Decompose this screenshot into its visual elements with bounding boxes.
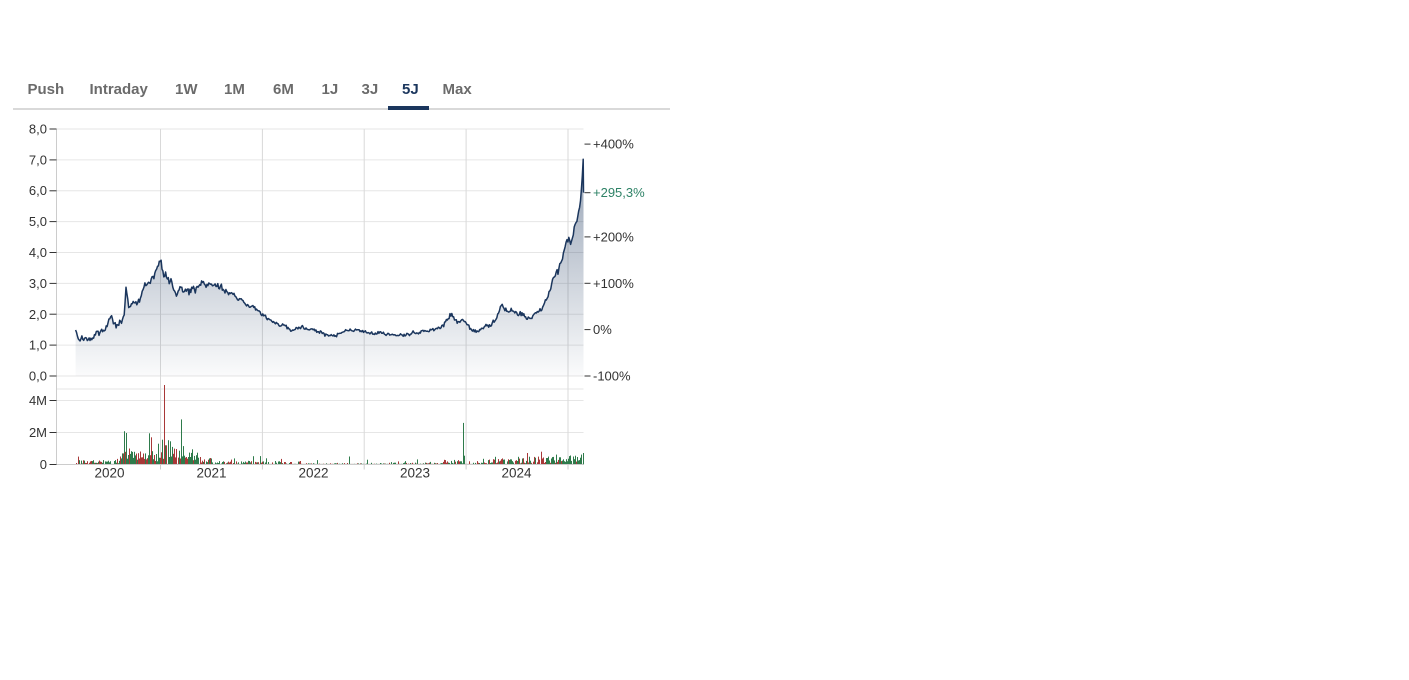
svg-text:+100%: +100%	[593, 276, 634, 291]
svg-text:+295,3%: +295,3%	[593, 185, 645, 200]
svg-text:2,0: 2,0	[29, 307, 47, 322]
svg-text:-100%: -100%	[593, 369, 631, 384]
svg-text:0: 0	[40, 457, 47, 472]
svg-text:8,0: 8,0	[29, 122, 47, 137]
svg-text:1,0: 1,0	[29, 338, 47, 353]
svg-text:0%: 0%	[593, 322, 612, 337]
svg-text:4M: 4M	[29, 393, 47, 408]
svg-text:2022: 2022	[298, 466, 328, 481]
svg-text:2021: 2021	[196, 466, 226, 481]
svg-text:2020: 2020	[94, 466, 124, 481]
svg-text:+200%: +200%	[593, 229, 634, 244]
svg-text:7,0: 7,0	[29, 152, 47, 167]
svg-text:0,0: 0,0	[29, 369, 47, 384]
svg-text:2M: 2M	[29, 425, 47, 440]
svg-text:2024: 2024	[501, 466, 532, 481]
svg-text:6,0: 6,0	[29, 183, 47, 198]
svg-text:5,0: 5,0	[29, 214, 47, 229]
svg-text:2023: 2023	[400, 466, 430, 481]
svg-text:4,0: 4,0	[29, 245, 47, 260]
svg-text:3,0: 3,0	[29, 276, 47, 291]
svg-text:+400%: +400%	[593, 137, 634, 152]
